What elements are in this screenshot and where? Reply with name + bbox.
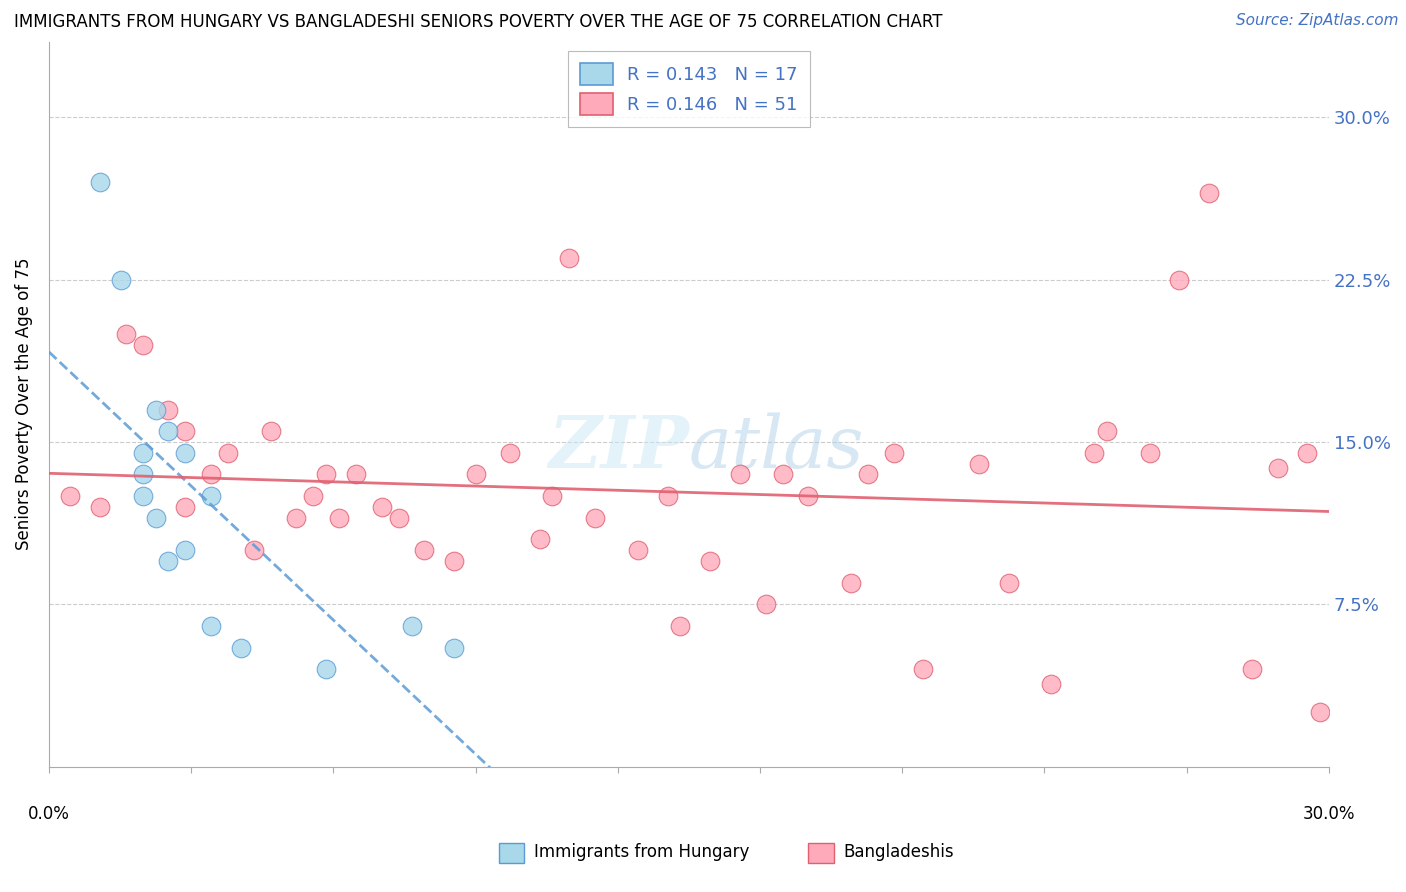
Text: Source: ZipAtlas.com: Source: ZipAtlas.com <box>1236 13 1399 29</box>
Point <box>229 640 252 655</box>
Point <box>699 554 721 568</box>
Point <box>174 543 197 558</box>
Point <box>388 510 411 524</box>
Text: 30.0%: 30.0% <box>1302 805 1355 823</box>
Point <box>157 424 180 438</box>
Point <box>132 337 155 351</box>
Point <box>464 467 486 482</box>
Point <box>114 326 136 341</box>
Text: 0.0%: 0.0% <box>28 805 70 823</box>
Point <box>1095 424 1118 438</box>
Point <box>1139 446 1161 460</box>
Point <box>627 543 650 558</box>
Point <box>217 446 239 460</box>
Point <box>413 543 436 558</box>
Point <box>755 597 778 611</box>
Text: IMMIGRANTS FROM HUNGARY VS BANGLADESHI SENIORS POVERTY OVER THE AGE OF 75 CORREL: IMMIGRANTS FROM HUNGARY VS BANGLADESHI S… <box>14 13 942 31</box>
Point <box>1240 662 1263 676</box>
Point <box>1040 677 1063 691</box>
Point <box>558 251 581 265</box>
Point <box>260 424 283 438</box>
Point <box>110 273 132 287</box>
Point <box>132 467 155 482</box>
Point <box>856 467 879 482</box>
Point <box>370 500 392 514</box>
Point <box>132 489 155 503</box>
Point <box>1168 273 1191 287</box>
Text: atlas: atlas <box>689 412 865 483</box>
Point <box>401 619 423 633</box>
Point <box>89 175 111 189</box>
Point <box>285 510 308 524</box>
Point <box>967 457 990 471</box>
Point <box>174 500 197 514</box>
Y-axis label: Seniors Poverty Over the Age of 75: Seniors Poverty Over the Age of 75 <box>15 258 32 550</box>
Point <box>1083 446 1105 460</box>
Point <box>157 402 180 417</box>
Point <box>1339 446 1361 460</box>
Point <box>132 446 155 460</box>
Point <box>669 619 692 633</box>
Point <box>443 640 465 655</box>
Point <box>157 554 180 568</box>
Text: Immigrants from Hungary: Immigrants from Hungary <box>534 843 749 861</box>
Point <box>499 446 522 460</box>
Point <box>145 402 167 417</box>
Point <box>912 662 935 676</box>
Text: ZIP: ZIP <box>548 412 689 483</box>
Point <box>200 489 222 503</box>
Point <box>1296 446 1319 460</box>
Point <box>657 489 679 503</box>
Point <box>839 575 862 590</box>
Text: Bangladeshis: Bangladeshis <box>844 843 955 861</box>
Point <box>89 500 111 514</box>
Point <box>200 467 222 482</box>
Point <box>302 489 325 503</box>
Point <box>200 619 222 633</box>
Point <box>797 489 820 503</box>
Point <box>174 424 197 438</box>
Point <box>145 510 167 524</box>
Point <box>883 446 905 460</box>
Point <box>344 467 367 482</box>
Point <box>541 489 564 503</box>
Point <box>443 554 465 568</box>
Point <box>772 467 794 482</box>
Legend: R = 0.143   N = 17, R = 0.146   N = 51: R = 0.143 N = 17, R = 0.146 N = 51 <box>568 51 810 128</box>
Point <box>998 575 1021 590</box>
Point <box>315 662 337 676</box>
Point <box>583 510 606 524</box>
Point <box>728 467 751 482</box>
Point <box>1267 461 1289 475</box>
Point <box>1198 186 1220 201</box>
Point <box>174 446 197 460</box>
Point <box>529 533 551 547</box>
Point <box>315 467 337 482</box>
Point <box>1309 706 1331 720</box>
Point <box>242 543 264 558</box>
Point <box>59 489 82 503</box>
Point <box>328 510 350 524</box>
